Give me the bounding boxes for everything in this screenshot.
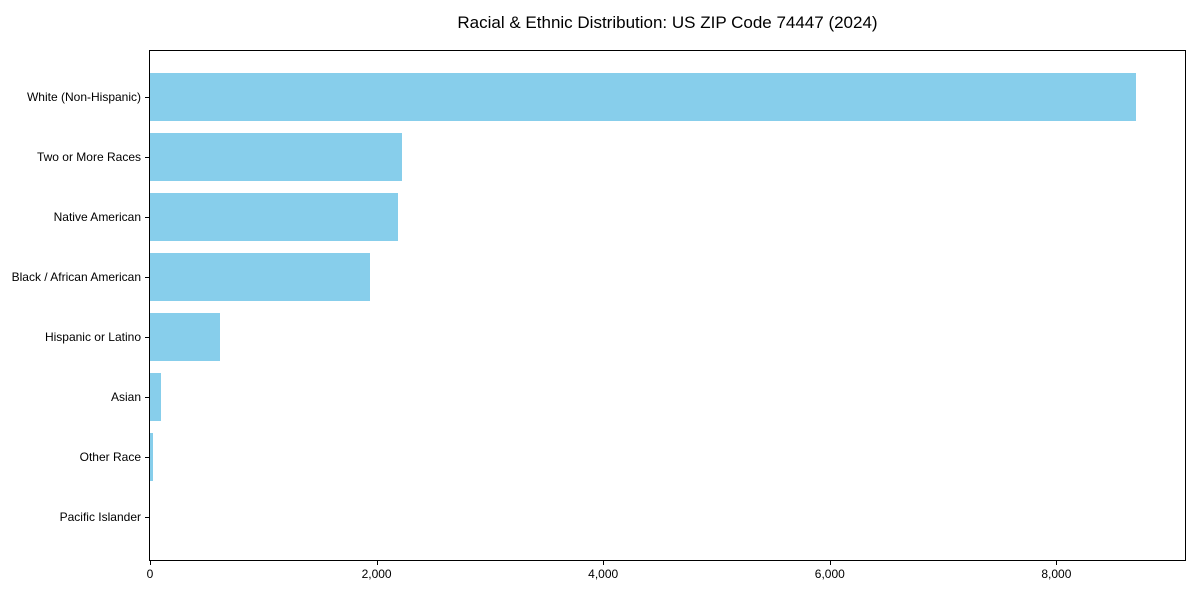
x-tick-mark: [1056, 561, 1058, 565]
bar: [150, 373, 162, 421]
y-tick-label: Native American: [53, 210, 141, 224]
plot-area: [149, 50, 1186, 561]
x-tick-label: 8,000: [1041, 567, 1072, 581]
x-tick-label: 4,000: [588, 567, 619, 581]
y-tick-mark: [145, 337, 149, 338]
bar: [150, 193, 398, 241]
x-tick-mark: [603, 561, 605, 565]
y-tick-label: Two or More Races: [36, 150, 141, 164]
x-tick-mark: [376, 561, 378, 565]
y-tick-mark: [145, 97, 149, 98]
x-tick-label: 0: [146, 567, 154, 581]
x-tick-mark: [150, 561, 151, 565]
bar: [150, 133, 402, 181]
y-tick-mark: [145, 517, 149, 518]
bar: [150, 73, 1136, 121]
chart-title: Racial & Ethnic Distribution: US ZIP Cod…: [457, 13, 878, 32]
y-tick-label: Hispanic or Latino: [44, 330, 141, 344]
y-tick-mark: [145, 217, 149, 218]
y-tick-label: White (Non-Hispanic): [26, 90, 141, 104]
x-tick-mark: [829, 561, 831, 565]
y-tick-label: Pacific Islander: [59, 510, 141, 524]
x-tick-label: 6,000: [814, 567, 845, 581]
y-axis-labels: White (Non-Hispanic) Two or More Races Nat…: [0, 50, 141, 561]
y-tick-mark: [145, 397, 149, 398]
y-tick-label: Other Race: [79, 450, 141, 464]
y-tick-mark: [145, 277, 149, 278]
y-tick-mark: [145, 157, 149, 158]
x-tick-label: 2,000: [361, 567, 392, 581]
y-tick-label: Black / African American: [11, 270, 141, 284]
bar: [150, 313, 221, 361]
y-tick-mark: [145, 457, 149, 458]
bar: [150, 253, 370, 301]
y-tick-label: Asian: [110, 390, 141, 404]
bar: [150, 433, 153, 481]
